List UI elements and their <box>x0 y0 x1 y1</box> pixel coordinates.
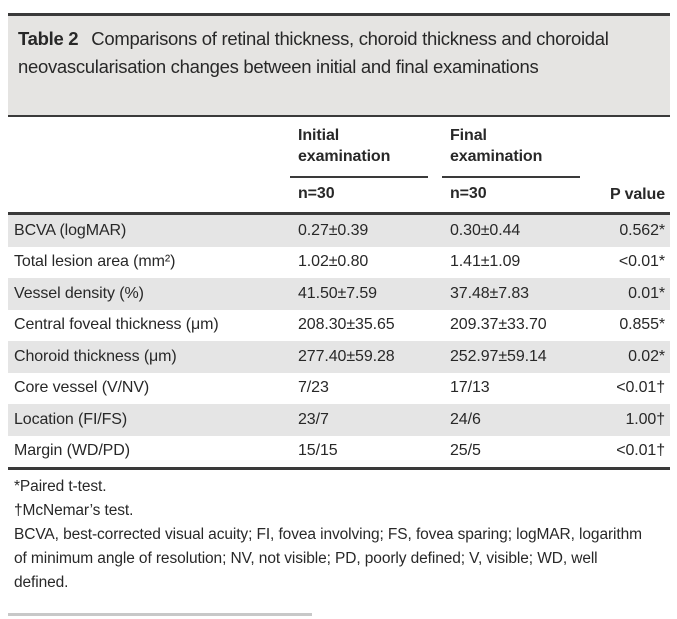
table-row: Vessel density (%) 41.50±7.59 37.48±7.83… <box>8 278 670 310</box>
column-header-initial-label: Initial examination <box>298 127 391 165</box>
header-divider <box>8 212 670 215</box>
table-body: BCVA (logMAR) 0.27±0.39 0.30±0.44 0.562*… <box>0 215 677 467</box>
table-row: Core vessel (V/NV) 7/23 17/13 <0.01† <box>8 373 670 405</box>
row-label: Total lesion area (mm²) <box>14 253 176 271</box>
initial-value: 41.50±7.59 <box>298 284 377 302</box>
caption-divider <box>8 115 670 117</box>
initial-value: 208.30±35.65 <box>298 316 395 334</box>
final-value: 0.30±0.44 <box>450 221 521 239</box>
table-row: Location (FI/FS) 23/7 24/6 1.00† <box>8 404 670 436</box>
p-value: 0.855* <box>619 316 665 334</box>
final-value: 37.48±7.83 <box>450 284 529 302</box>
table-row: Total lesion area (mm²) 1.02±0.80 1.41±1… <box>8 247 670 279</box>
initial-value: 277.40±59.28 <box>298 347 395 365</box>
table-header: Initial examination n=30 Final examinati… <box>8 117 670 212</box>
row-label: Choroid thickness (μm) <box>14 347 177 365</box>
initial-value: 15/15 <box>298 442 338 460</box>
initial-value: 7/23 <box>298 379 329 397</box>
row-label: Central foveal thickness (μm) <box>14 316 219 334</box>
table-figure: Table 2 Comparisons of retinal thickness,… <box>0 13 677 619</box>
row-label: Vessel density (%) <box>14 284 144 302</box>
p-value: 1.00† <box>625 410 665 428</box>
row-label: BCVA (logMAR) <box>14 221 127 239</box>
final-value: 25/5 <box>450 442 481 460</box>
table-caption: Table 2 Comparisons of retinal thickness,… <box>8 16 670 115</box>
column-subheader-n-initial: n=30 <box>298 185 335 202</box>
column-subheader-n-final: n=30 <box>450 185 487 202</box>
top-rule <box>8 13 670 16</box>
p-value: 0.02* <box>628 347 665 365</box>
footnote-mcnemar-test: †McNemar’s test. <box>14 502 134 519</box>
column-header-final-label: Final examination <box>450 127 543 165</box>
footnote-paired-t-test: *Paired t-test. <box>14 478 107 495</box>
final-value: 252.97±59.14 <box>450 347 547 365</box>
footnote-abbreviations: BCVA, best-corrected visual acuity; FI, … <box>14 526 642 591</box>
column-header-initial-examination: Initial examination n=30 <box>290 117 442 212</box>
initial-value: 1.02±0.80 <box>298 253 369 271</box>
cropped-next-element <box>8 613 312 616</box>
row-label: Core vessel (V/NV) <box>14 379 150 397</box>
table-number: Table 2 <box>18 28 79 49</box>
p-value: <0.01† <box>616 442 665 460</box>
final-value: 1.41±1.09 <box>450 253 521 271</box>
table-row: Choroid thickness (μm) 277.40±59.28 252.… <box>8 341 670 373</box>
row-label: Location (FI/FS) <box>14 410 128 428</box>
table-bottom-divider <box>8 467 670 470</box>
final-value: 17/13 <box>450 379 490 397</box>
table-row: Central foveal thickness (μm) 208.30±35.… <box>8 310 670 342</box>
table-footnotes: *Paired t-test. †McNemar’s test. BCVA, b… <box>14 475 669 595</box>
column-header-final-examination: Final examination n=30 <box>442 117 590 212</box>
table-caption-text: Comparisons of retinal thickness, choroi… <box>18 28 609 77</box>
initial-value: 23/7 <box>298 410 329 428</box>
table-row: Margin (WD/PD) 15/15 25/5 <0.01† <box>8 436 670 468</box>
column-header-p-value: P value <box>609 186 665 203</box>
p-value: <0.01† <box>616 379 665 397</box>
p-value: 0.562* <box>619 221 665 239</box>
p-value: 0.01* <box>628 284 665 302</box>
initial-value: 0.27±0.39 <box>298 221 369 239</box>
row-label: Margin (WD/PD) <box>14 442 130 460</box>
column-header-spacer <box>8 117 290 212</box>
p-value: <0.01* <box>618 253 665 271</box>
column-header-final-underline: Final examination <box>442 123 580 178</box>
final-value: 209.37±33.70 <box>450 316 547 334</box>
final-value: 24/6 <box>450 410 481 428</box>
column-header-initial-underline: Initial examination <box>290 123 428 178</box>
table-row: BCVA (logMAR) 0.27±0.39 0.30±0.44 0.562* <box>8 215 670 247</box>
